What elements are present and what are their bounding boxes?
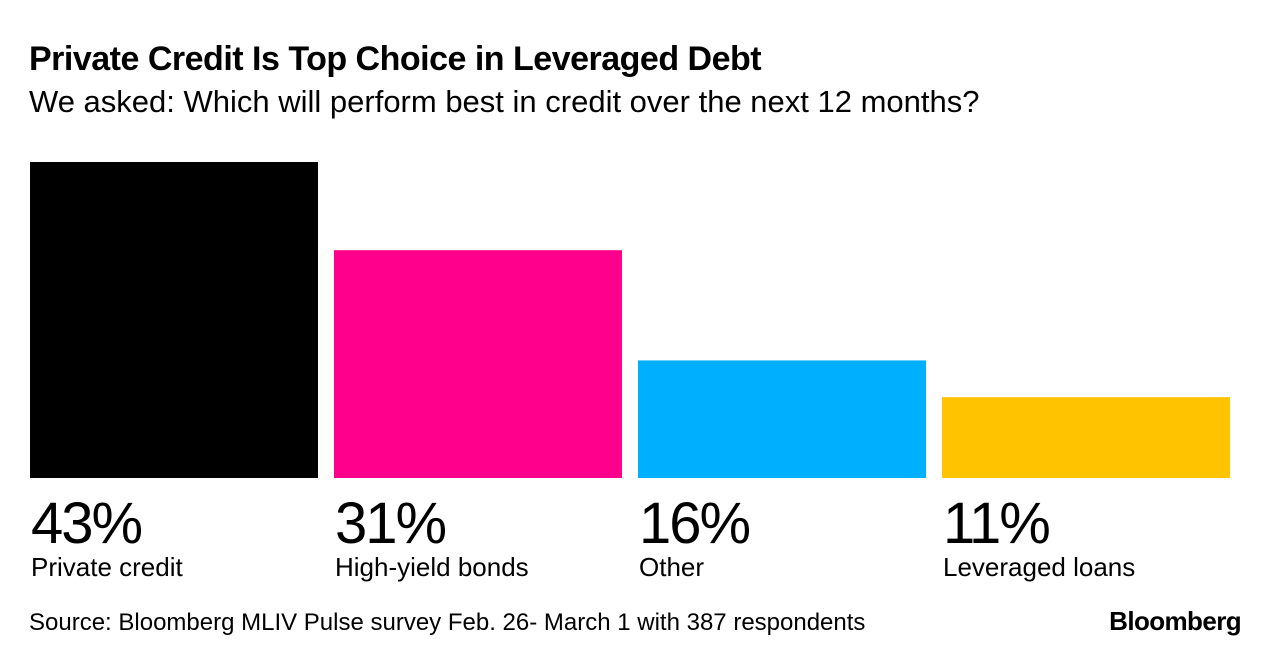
- category-label-private-credit: Private credit: [31, 552, 183, 582]
- chart-subtitle: We asked: Which will perform best in cre…: [29, 84, 980, 119]
- value-label-high-yield-bonds: 31%: [335, 491, 446, 556]
- category-label-leveraged-loans: Leveraged loans: [943, 552, 1135, 582]
- category-label-high-yield-bonds: High-yield bonds: [335, 552, 529, 582]
- category-label-other: Other: [639, 552, 704, 582]
- source-note: Source: Bloomberg MLIV Pulse survey Feb.…: [29, 609, 866, 636]
- value-label-other: 16%: [639, 491, 750, 556]
- bloomberg-logo: Bloomberg: [1109, 606, 1241, 636]
- chart-title: Private Credit Is Top Choice in Leverage…: [29, 40, 762, 78]
- bar-leveraged-loans: [942, 397, 1230, 478]
- bar-private-credit: [30, 162, 318, 478]
- bar-high-yield-bonds: [334, 250, 622, 478]
- value-label-private-credit: 43%: [31, 491, 142, 556]
- value-label-leveraged-loans: 11%: [943, 491, 1049, 556]
- bar-other: [638, 360, 926, 478]
